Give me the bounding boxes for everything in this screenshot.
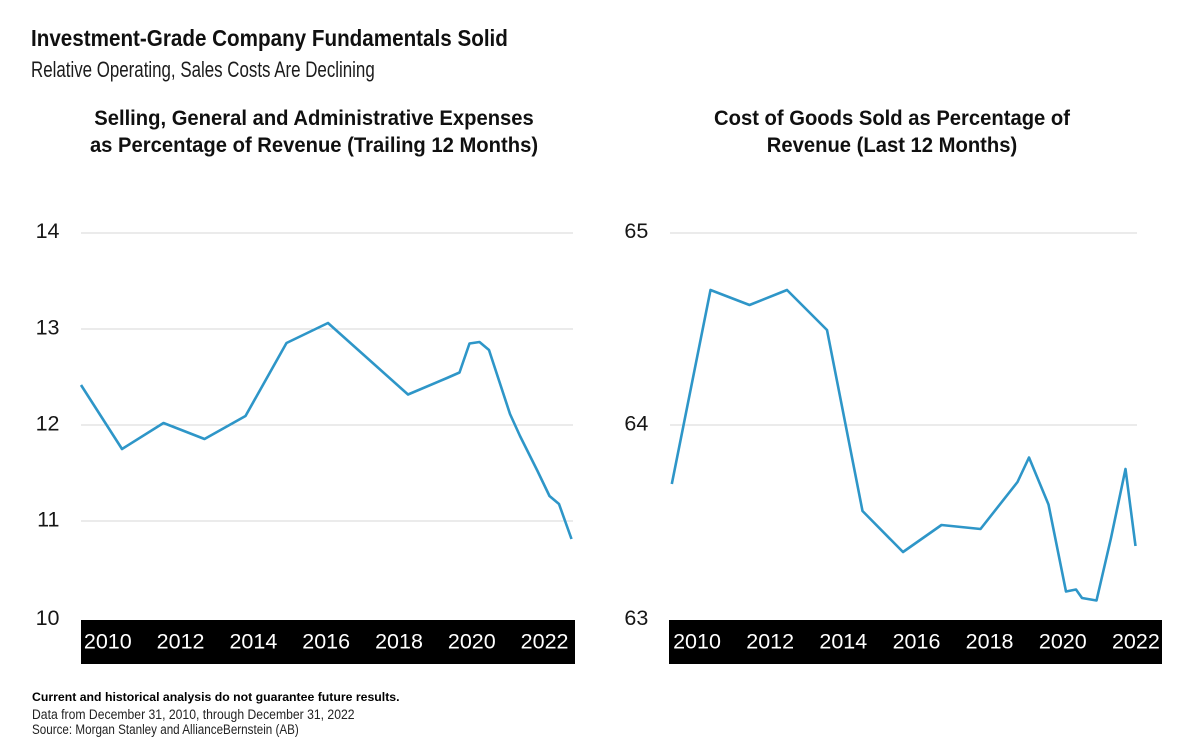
svg-text:2018: 2018: [375, 630, 423, 654]
svg-text:65: 65: [624, 219, 648, 243]
svg-text:2020: 2020: [1039, 630, 1087, 654]
svg-text:2010: 2010: [84, 630, 132, 654]
svg-text:64: 64: [624, 411, 648, 435]
svg-text:63: 63: [624, 606, 648, 630]
svg-text:2020: 2020: [448, 630, 496, 654]
svg-text:2010: 2010: [673, 630, 721, 654]
svg-text:2014: 2014: [819, 630, 867, 654]
svg-text:14: 14: [36, 219, 60, 243]
svg-text:2012: 2012: [746, 630, 794, 654]
svg-text:2018: 2018: [966, 630, 1014, 654]
svg-text:10: 10: [36, 606, 60, 630]
svg-text:2022: 2022: [521, 630, 569, 654]
svg-text:11: 11: [37, 507, 59, 531]
svg-text:2016: 2016: [893, 630, 941, 654]
svg-text:2014: 2014: [229, 630, 277, 654]
svg-text:2016: 2016: [302, 630, 350, 654]
svg-text:12: 12: [36, 411, 60, 435]
svg-text:2022: 2022: [1112, 630, 1160, 654]
svg-text:2012: 2012: [157, 630, 205, 654]
svg-text:13: 13: [36, 315, 60, 339]
